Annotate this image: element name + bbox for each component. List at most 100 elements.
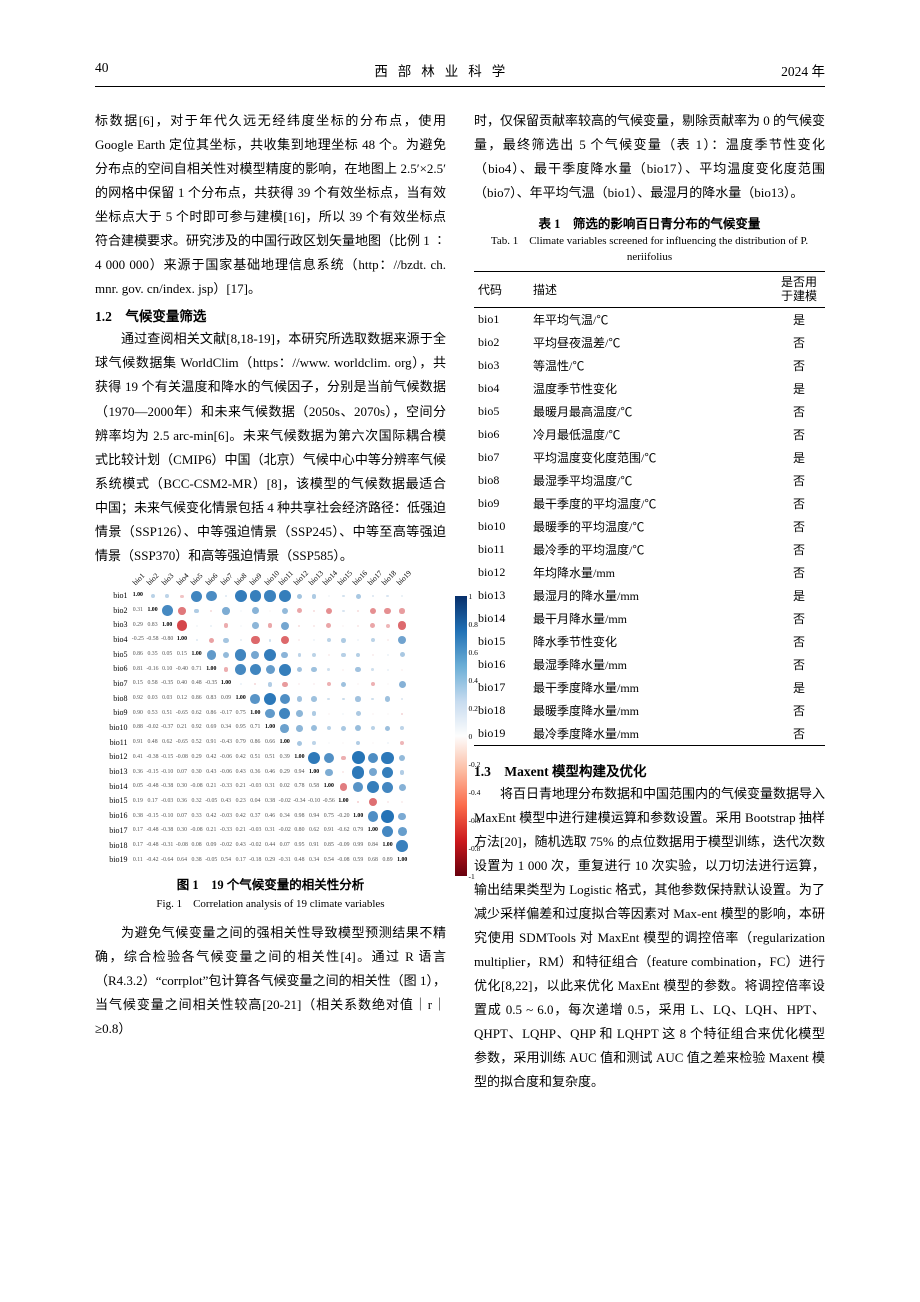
corr-cell: -0.25	[131, 633, 146, 648]
corr-cell: 0.46	[263, 765, 278, 780]
corr-cell: 0.95	[233, 721, 248, 736]
corr-cell	[380, 721, 395, 736]
corr-cell	[336, 721, 351, 736]
corr-cell: 0.04	[248, 794, 263, 809]
tab1-caption-en: Tab. 1 Climate variables screened for in…	[474, 234, 825, 265]
corr-cell: 0.29	[277, 765, 292, 780]
corr-cell	[351, 706, 366, 721]
corr-cell	[336, 648, 351, 663]
corr-cell	[277, 604, 292, 619]
corr-cell: 0.62	[307, 824, 322, 839]
corr-cell: 0.86	[248, 736, 263, 751]
corr-cell	[395, 633, 410, 648]
corr-cell: 0.78	[292, 780, 307, 795]
corr-cell: 1.00	[395, 853, 410, 868]
corr-row-label: bio4	[101, 633, 131, 648]
corr-cell: 0.34	[277, 809, 292, 824]
left-p1: 标数据[6]，对于年代久远无经纬度坐标的分布点，使用 Google Earth …	[95, 109, 446, 301]
corr-cell	[366, 780, 381, 795]
corr-cell	[248, 589, 263, 604]
corr-cell	[248, 604, 263, 619]
corr-cell	[204, 648, 219, 663]
corr-cell	[277, 692, 292, 707]
corr-cell: 0.37	[248, 809, 263, 824]
corr-row-label: bio15	[101, 794, 131, 809]
corr-cell	[380, 692, 395, 707]
table-row: bio10最暖季的平均温度/℃否	[474, 515, 825, 538]
corr-cell	[366, 765, 381, 780]
corr-row-label: bio2	[101, 604, 131, 619]
corr-cell	[307, 721, 322, 736]
table-row: bio15降水季节性变化否	[474, 630, 825, 653]
corr-cell: -0.38	[160, 824, 175, 839]
corr-cell	[395, 662, 410, 677]
colorbar-tick: -1	[469, 872, 475, 881]
corr-cell: 0.36	[248, 765, 263, 780]
correlation-figure: bio1bio2bio3bio4bio5bio6bio7bio8bio9bio1…	[101, 578, 441, 868]
th-used: 是否用于建模	[773, 271, 825, 307]
colorbar-tick: -0.4	[469, 788, 481, 797]
corr-cell: 0.75	[233, 706, 248, 721]
corr-cell	[307, 706, 322, 721]
table-row: bio8最湿季平均温度/℃否	[474, 469, 825, 492]
corr-cell: 0.94	[307, 809, 322, 824]
corr-cell	[336, 765, 351, 780]
corr-cell: 0.52	[189, 736, 204, 751]
corr-cell: 0.43	[233, 839, 248, 854]
corr-cell	[395, 677, 410, 692]
corr-cell	[292, 692, 307, 707]
corr-cell: -0.03	[160, 794, 175, 809]
corr-cell: -0.08	[336, 853, 351, 868]
corr-cell: 1.00	[145, 604, 160, 619]
corr-cell	[336, 692, 351, 707]
corr-cell: 1.00	[351, 809, 366, 824]
corr-cell: 0.05	[131, 780, 146, 795]
corr-cell: -0.03	[219, 809, 234, 824]
corr-cell: 0.36	[131, 765, 146, 780]
corr-cell: 0.42	[204, 809, 219, 824]
corr-cell	[380, 618, 395, 633]
corr-cell	[263, 618, 278, 633]
corr-cell	[380, 736, 395, 751]
corr-cell: 0.35	[145, 648, 160, 663]
corr-cell: 1.00	[233, 692, 248, 707]
corr-cell	[395, 765, 410, 780]
corr-cell: 0.31	[263, 824, 278, 839]
corr-cell: -0.10	[160, 809, 175, 824]
corr-cell: 0.91	[307, 839, 322, 854]
corr-cell: 0.86	[131, 648, 146, 663]
corr-cell	[233, 677, 248, 692]
corr-cell: 1.00	[131, 589, 146, 604]
corr-cell	[321, 604, 336, 619]
corr-cell: 0.88	[131, 721, 146, 736]
corr-cell	[292, 648, 307, 663]
corr-row-label: bio8	[101, 692, 131, 707]
corr-cell: 0.62	[160, 736, 175, 751]
corr-cell: 0.38	[189, 853, 204, 868]
colorbar-tick: 0	[469, 732, 473, 741]
corr-row-label: bio6	[101, 662, 131, 677]
corr-cell	[219, 618, 234, 633]
corr-cell	[395, 809, 410, 824]
corr-cell: 0.10	[160, 662, 175, 677]
colorbar-gradient	[455, 596, 467, 876]
corr-cell	[380, 824, 395, 839]
corr-cell	[248, 692, 263, 707]
corr-cell: -0.33	[219, 824, 234, 839]
corr-cell	[175, 589, 190, 604]
table-row: bio19最冷季度降水量/mm否	[474, 722, 825, 746]
corr-cell	[366, 706, 381, 721]
corr-cell	[233, 589, 248, 604]
corr-cell	[189, 604, 204, 619]
corr-cell: 0.69	[204, 721, 219, 736]
corr-cell	[351, 692, 366, 707]
corr-cell: 0.83	[204, 692, 219, 707]
corr-cell: 0.21	[204, 824, 219, 839]
corr-cell: 0.43	[204, 765, 219, 780]
corr-cell	[366, 604, 381, 619]
corr-cell: 0.41	[131, 750, 146, 765]
corr-cell: 0.54	[219, 853, 234, 868]
corr-cell	[219, 604, 234, 619]
corr-cell: 0.86	[189, 692, 204, 707]
corr-cell: 1.00	[219, 677, 234, 692]
